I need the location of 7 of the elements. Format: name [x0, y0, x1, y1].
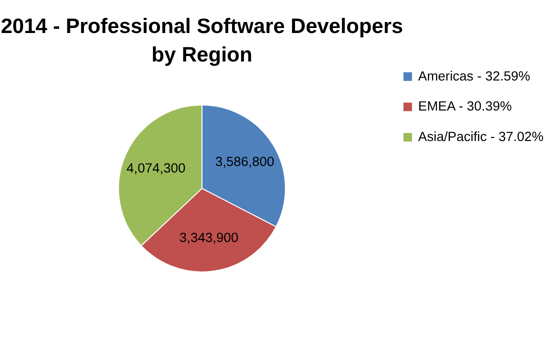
legend-label: Americas - 32.59%	[418, 68, 530, 84]
data-label: 3,343,900	[179, 230, 238, 245]
legend-label: EMEA - 30.39%	[418, 98, 512, 114]
chart-title: 2014 - Professional Software Developers by Region	[0, 14, 404, 66]
data-label: 3,586,800	[215, 154, 274, 170]
legend-label: Asia/Pacific - 37.02%	[418, 129, 544, 144]
data-label: 4,074,300	[126, 160, 186, 176]
